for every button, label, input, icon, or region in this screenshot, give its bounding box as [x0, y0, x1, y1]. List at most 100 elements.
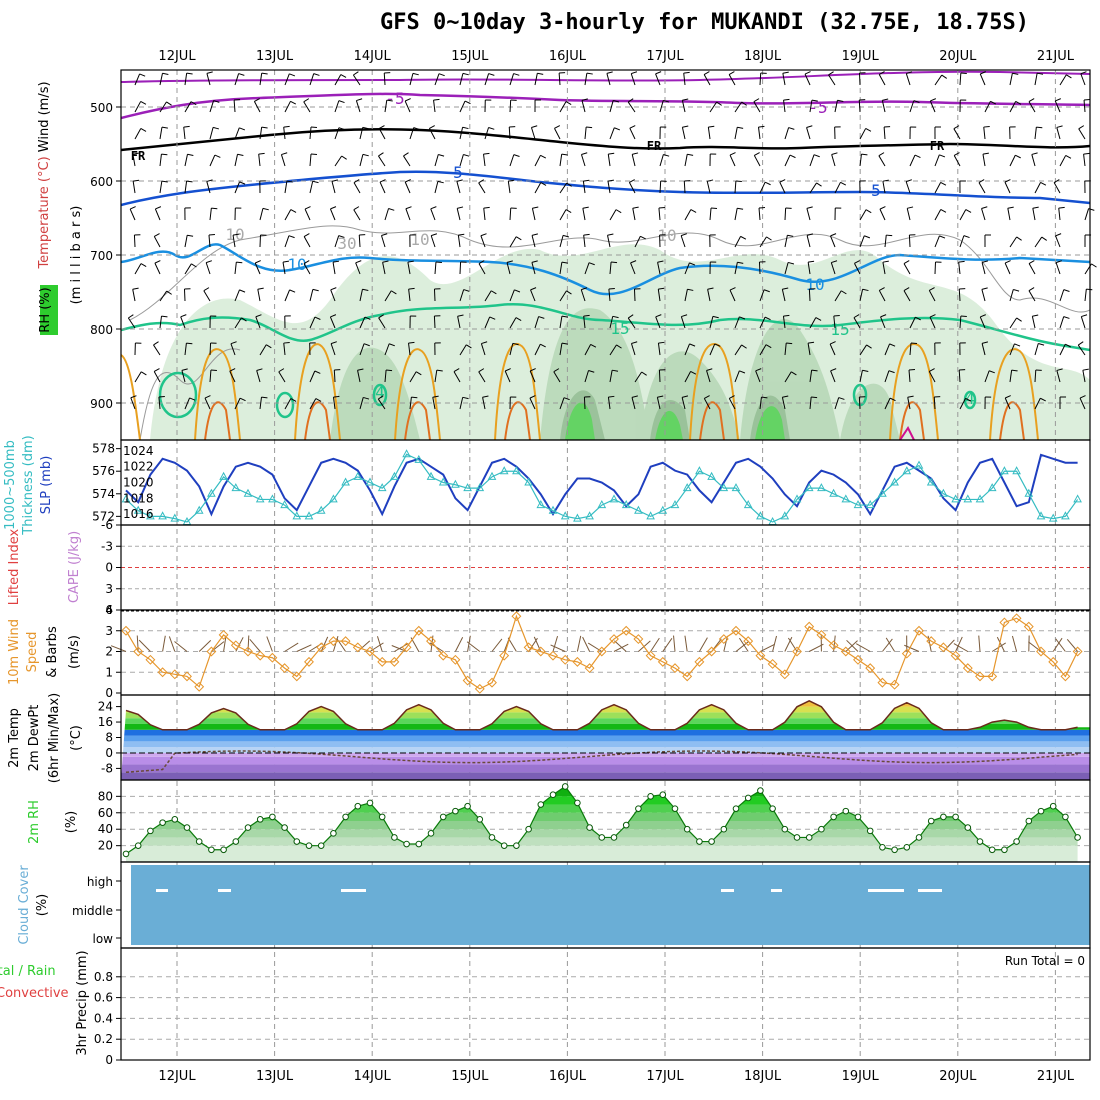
wind-barb [159, 127, 163, 140]
rh-point [683, 825, 691, 833]
wind-barb [633, 288, 636, 302]
wind-barb-feather [889, 397, 896, 402]
axis-label-part: Lifted Index [7, 528, 22, 605]
wind-barb-feather [830, 368, 837, 372]
wind-barb-feather [663, 154, 670, 157]
wind-barb-feather [829, 341, 836, 345]
wind-barb [830, 235, 836, 248]
wind-barb-feather [1015, 154, 1021, 159]
wind-barb-feather [1077, 341, 1084, 346]
wind-barb [434, 370, 438, 383]
wind-barb-feather [211, 207, 218, 210]
wind-speed-tick-label: 1 [105, 665, 113, 679]
wind-barb [153, 344, 161, 356]
wind-barb [1034, 369, 1037, 383]
wind-barb [283, 343, 286, 356]
rh-point [647, 793, 654, 800]
wind-barb-feather [789, 154, 796, 159]
wind-barb-10m [904, 644, 920, 652]
wind-barb-feather [356, 98, 363, 102]
axis-label-part: 2m Temp [7, 708, 22, 768]
wind-barb [531, 235, 536, 248]
rh-point [915, 834, 923, 841]
wind-speed-point [535, 646, 546, 657]
wind-barb [784, 343, 787, 356]
precip-tick-label: 0 [105, 1053, 113, 1067]
wind-barb [459, 127, 464, 140]
wind-speed-point [121, 625, 131, 636]
wind-barb-feather [690, 370, 697, 375]
thickness-point [792, 494, 802, 503]
rh-point [1025, 817, 1033, 825]
wind-barb [929, 100, 936, 113]
wind-barb-feather [616, 344, 622, 349]
wind-barb-feather [331, 179, 338, 182]
wind-barb [734, 180, 737, 194]
wind-barb-feather [357, 368, 364, 371]
wind-barb [609, 316, 614, 329]
wind-barb-feather [965, 209, 972, 213]
wind-barb [959, 398, 966, 410]
wind-speed-point [621, 625, 632, 636]
wind-barb [456, 181, 461, 194]
wind-barb-feather [186, 180, 193, 183]
wind-barb [409, 73, 414, 86]
wind-barb [1084, 208, 1090, 221]
wind-barb [608, 289, 611, 302]
wind-speed-point [316, 642, 327, 653]
wind-barb-feather [811, 396, 818, 399]
wind-barb [355, 100, 361, 113]
wind-barb-feather [153, 341, 159, 346]
wind-barb-feather [657, 395, 664, 398]
lifted-index-tick-label: 0 [105, 561, 113, 575]
wind-barb-feather [940, 209, 947, 213]
wind-barb-feather [161, 126, 168, 129]
wind-barb [627, 317, 636, 329]
wind-barb [584, 127, 587, 140]
wind-barb [659, 154, 664, 167]
wind-barb [684, 209, 692, 221]
wind-barb [359, 397, 364, 410]
wind-barb [284, 235, 290, 248]
wind-barb-feather [363, 343, 370, 347]
wind-barb-feather [531, 233, 538, 236]
wind-barb [1009, 73, 1013, 86]
wind-barb-feather [508, 179, 515, 182]
wind-barb [309, 153, 312, 167]
wind-barb-feather [1082, 368, 1089, 371]
wind-barb-feather [338, 100, 345, 104]
wind-barb [809, 154, 815, 167]
wind-barb [630, 262, 636, 275]
date-label-bottom: 14JUL [354, 1069, 392, 1084]
wind-barb [1009, 370, 1013, 383]
wind-barb-feather [488, 73, 495, 76]
wind-barb [1077, 344, 1086, 356]
thickness-point [280, 500, 289, 509]
wind-barb-10m [1011, 635, 1018, 652]
wind-barb [432, 397, 436, 410]
wind-barb [734, 208, 738, 221]
cloud-cover-fill [131, 865, 1090, 945]
wind-barb [384, 343, 390, 356]
wind-barb [253, 101, 261, 113]
wind-barb-10m [110, 645, 127, 652]
wind-barb [784, 235, 788, 248]
wind-barb [284, 101, 291, 113]
wind-barb-feather [566, 182, 572, 187]
rh-point [1074, 834, 1081, 841]
wind-barb-feather [741, 101, 747, 106]
wind-barb-feather [1066, 74, 1072, 79]
wind-barb-feather [583, 314, 590, 317]
wind-speed-point [560, 654, 571, 665]
wind-barb-feather [878, 152, 885, 157]
rh-point [134, 842, 142, 849]
thickness-point [341, 477, 350, 486]
wind-barb [758, 261, 761, 275]
wind-barb-feather [405, 206, 412, 210]
wind-barb-feather [811, 369, 818, 372]
wind-barb-feather [482, 395, 489, 398]
thickness-point [304, 511, 314, 520]
wind-barb-10m [198, 640, 212, 652]
wind-speed-point [499, 650, 510, 661]
wind-barb-feather [813, 154, 820, 158]
